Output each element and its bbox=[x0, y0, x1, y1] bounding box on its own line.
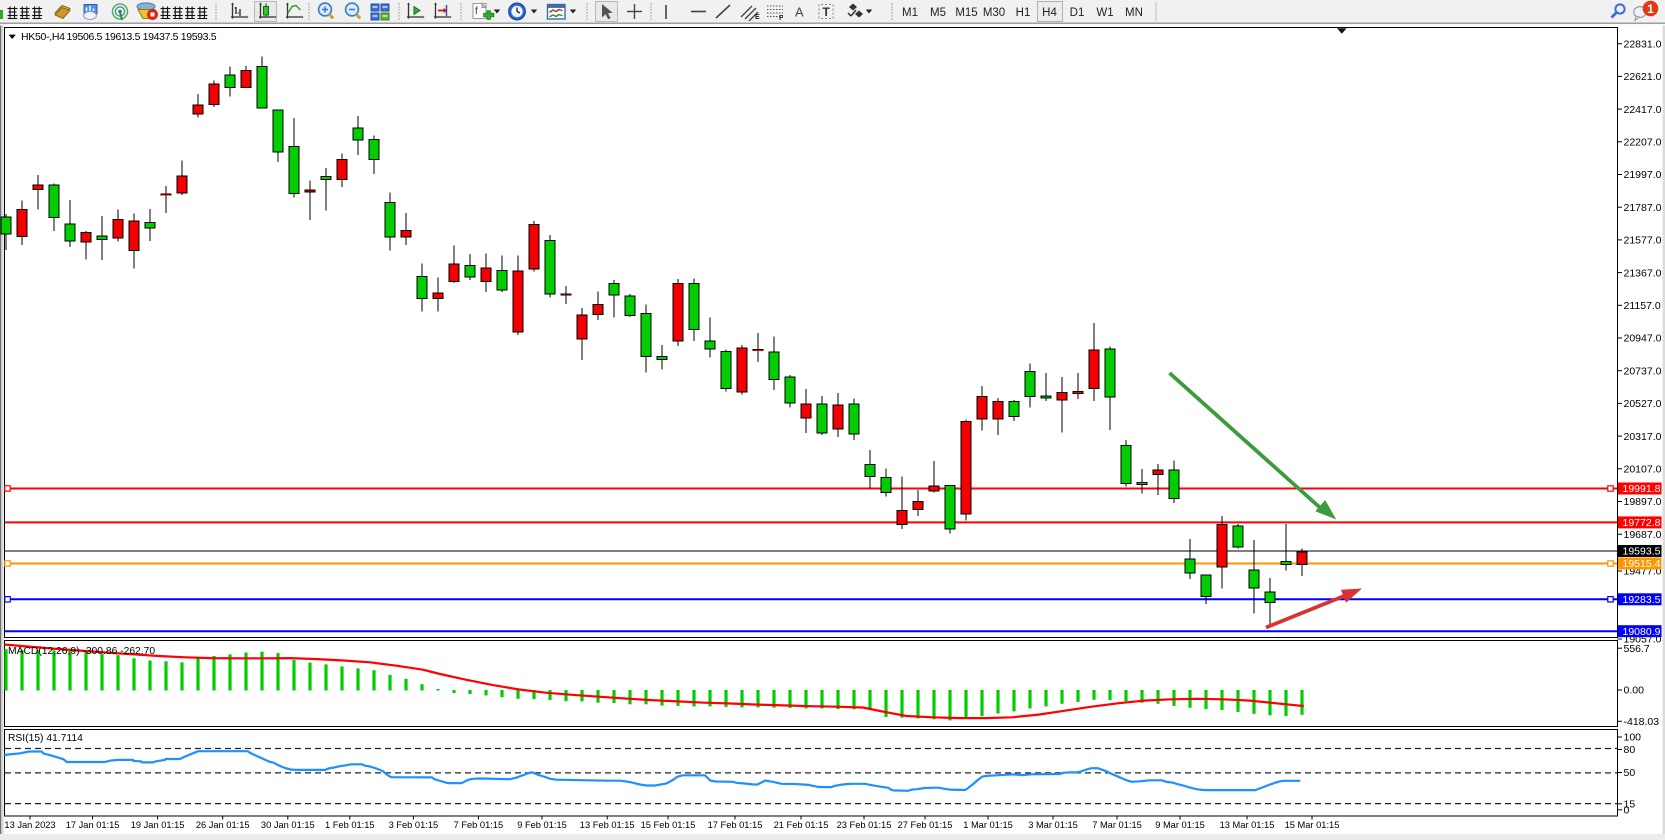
svg-text:9 Feb 01:15: 9 Feb 01:15 bbox=[517, 820, 567, 830]
svg-text:T: T bbox=[823, 5, 831, 19]
svg-text:3 Feb 01:15: 3 Feb 01:15 bbox=[389, 820, 439, 830]
svg-text:21997.0: 21997.0 bbox=[1624, 169, 1662, 181]
svg-text:19897.0: 19897.0 bbox=[1624, 496, 1662, 508]
svg-text:13 Jan 2023: 13 Jan 2023 bbox=[4, 820, 55, 830]
svg-text:17 Feb 01:15: 17 Feb 01:15 bbox=[708, 820, 763, 830]
svg-text:9 Mar 01:15: 9 Mar 01:15 bbox=[1155, 820, 1205, 830]
svg-text:MACD(12,26,9) -300.86 -262.70: MACD(12,26,9) -300.86 -262.70 bbox=[8, 646, 155, 657]
svg-text:19506.5 19613.5 19437.5 19593.: 19506.5 19613.5 19437.5 19593.5 bbox=[67, 31, 217, 43]
svg-text:20527.0: 20527.0 bbox=[1624, 398, 1662, 410]
svg-text:7 Mar 01:15: 7 Mar 01:15 bbox=[1092, 820, 1142, 830]
svg-text:M15: M15 bbox=[955, 7, 977, 19]
svg-text:MN: MN bbox=[1125, 7, 1143, 19]
svg-text:3 Mar 01:15: 3 Mar 01:15 bbox=[1028, 820, 1078, 830]
svg-text:556.7: 556.7 bbox=[1624, 643, 1650, 655]
svg-text:1 Feb 01:15: 1 Feb 01:15 bbox=[325, 820, 375, 830]
svg-text:0.00: 0.00 bbox=[1624, 685, 1645, 697]
svg-text:M1: M1 bbox=[902, 7, 918, 19]
svg-text:22417.0: 22417.0 bbox=[1624, 104, 1662, 116]
svg-text:1: 1 bbox=[1647, 2, 1654, 16]
svg-text:21577.0: 21577.0 bbox=[1624, 235, 1662, 247]
svg-text:19080.9: 19080.9 bbox=[1623, 626, 1661, 638]
svg-text:A: A bbox=[795, 5, 804, 20]
svg-text:100: 100 bbox=[1624, 732, 1642, 744]
svg-text:21 Feb 01:15: 21 Feb 01:15 bbox=[774, 820, 829, 830]
svg-text:W1: W1 bbox=[1096, 7, 1113, 19]
svg-text:21367.0: 21367.0 bbox=[1624, 267, 1662, 279]
svg-text:22621.0: 22621.0 bbox=[1624, 71, 1662, 83]
svg-text:19772.8: 19772.8 bbox=[1623, 517, 1661, 529]
svg-text:20737.0: 20737.0 bbox=[1624, 365, 1662, 377]
svg-text:HK50-,H4: HK50-,H4 bbox=[21, 31, 65, 43]
svg-text:20947.0: 20947.0 bbox=[1624, 333, 1662, 345]
svg-text:19593.5: 19593.5 bbox=[1623, 546, 1661, 558]
svg-text:-418.03: -418.03 bbox=[1624, 716, 1660, 728]
svg-text:19687.0: 19687.0 bbox=[1624, 529, 1662, 541]
svg-text:26 Jan 01:15: 26 Jan 01:15 bbox=[196, 820, 250, 830]
svg-text:21787.0: 21787.0 bbox=[1624, 202, 1662, 214]
svg-text:15 Feb 01:15: 15 Feb 01:15 bbox=[641, 820, 696, 830]
svg-text:F: F bbox=[779, 15, 784, 22]
svg-text:M30: M30 bbox=[983, 7, 1005, 19]
svg-text:7 Feb 01:15: 7 Feb 01:15 bbox=[454, 820, 504, 830]
svg-text:22831.0: 22831.0 bbox=[1624, 38, 1662, 50]
svg-text:17 Jan 01:15: 17 Jan 01:15 bbox=[66, 820, 120, 830]
svg-text:1 Mar 01:15: 1 Mar 01:15 bbox=[963, 820, 1013, 830]
svg-text:D1: D1 bbox=[1070, 7, 1085, 19]
svg-text:E: E bbox=[755, 14, 760, 21]
svg-text:13 Feb 01:15: 13 Feb 01:15 bbox=[580, 820, 635, 830]
svg-text:23 Feb 01:15: 23 Feb 01:15 bbox=[837, 820, 892, 830]
svg-text:H1: H1 bbox=[1016, 7, 1031, 19]
svg-text:15 Mar 01:15: 15 Mar 01:15 bbox=[1285, 820, 1340, 830]
svg-text:20107.0: 20107.0 bbox=[1624, 464, 1662, 476]
svg-text:f: f bbox=[475, 6, 478, 17]
svg-text:21157.0: 21157.0 bbox=[1624, 300, 1661, 312]
svg-text:0: 0 bbox=[1624, 805, 1630, 817]
svg-text:M5: M5 bbox=[930, 7, 946, 19]
svg-text:13 Mar 01:15: 13 Mar 01:15 bbox=[1220, 820, 1275, 830]
svg-text:19515.4: 19515.4 bbox=[1623, 558, 1661, 570]
svg-text:50: 50 bbox=[1624, 767, 1636, 779]
svg-text:27 Feb 01:15: 27 Feb 01:15 bbox=[898, 820, 953, 830]
svg-text:30 Jan 01:15: 30 Jan 01:15 bbox=[261, 820, 315, 830]
svg-text:19 Jan 01:15: 19 Jan 01:15 bbox=[131, 820, 185, 830]
svg-text:RSI(15) 41.7114: RSI(15) 41.7114 bbox=[8, 733, 83, 744]
svg-text:H4: H4 bbox=[1042, 7, 1057, 19]
svg-text:22207.0: 22207.0 bbox=[1624, 137, 1662, 149]
svg-text:19991.8: 19991.8 bbox=[1623, 483, 1661, 495]
svg-text:15: 15 bbox=[1624, 799, 1636, 811]
svg-text:19283.5: 19283.5 bbox=[1623, 594, 1661, 606]
svg-text:20317.0: 20317.0 bbox=[1624, 431, 1662, 443]
svg-text:80: 80 bbox=[1624, 744, 1636, 756]
